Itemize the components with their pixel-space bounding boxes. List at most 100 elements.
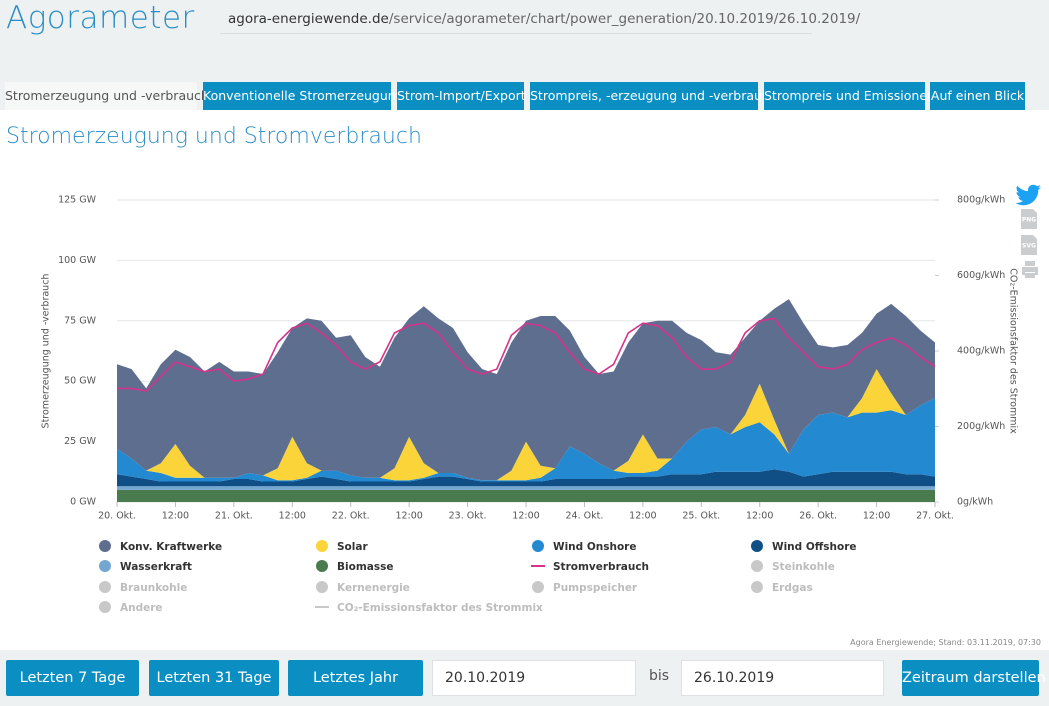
x-tick-label: 12:00 <box>746 511 773 522</box>
date-separator: bis <box>649 668 670 684</box>
legend-label: Stromverbrauch <box>553 561 649 573</box>
date-from-input[interactable]: 20.10.2019 <box>432 660 636 696</box>
print-icon[interactable] <box>1022 261 1038 278</box>
legend-symbol <box>99 601 111 613</box>
url-domain: agora-energiewende.de <box>228 11 389 27</box>
legend-item[interactable]: Wasserkraft <box>99 560 192 573</box>
legend-label: Braunkohle <box>120 582 187 594</box>
twitter-icon[interactable] <box>1015 184 1041 206</box>
legend-item[interactable]: Solar <box>316 540 368 553</box>
range-button[interactable]: Letzten 31 Tage <box>149 660 279 696</box>
legend-symbol <box>99 581 111 593</box>
legend-label: Wasserkraft <box>120 561 192 573</box>
legend-label: Andere <box>120 602 163 614</box>
legend-symbol <box>316 560 328 572</box>
legend-item[interactable]: Biomasse <box>316 560 393 573</box>
area-series <box>117 486 935 490</box>
y2-axis-title: CO₂-Emissionsfaktor des Strommix <box>1008 268 1019 434</box>
area-series <box>117 398 935 482</box>
credit: Agora Energiewende; Stand: 03.11.2019, 0… <box>850 638 1041 647</box>
y-tick-label: 125 GW <box>58 195 97 206</box>
y-tick-label: 25 GW <box>64 436 96 447</box>
legend-symbol <box>99 540 111 552</box>
legend-item[interactable]: Konv. Kraftwerke <box>99 540 222 553</box>
line-series <box>117 317 936 392</box>
legend-symbol <box>316 540 328 552</box>
x-tick-label: 25. Okt. <box>682 511 720 522</box>
legend-label: CO₂-Emissionsfaktor des Strommix <box>337 602 543 614</box>
svg-icon[interactable] <box>1021 235 1037 255</box>
x-tick-label: 12:00 <box>629 511 656 522</box>
x-tick-label: 27. Okt. <box>916 511 954 522</box>
tab[interactable]: Strompreis und Emissionen <box>764 82 935 110</box>
x-tick-label: 12:00 <box>395 511 422 522</box>
url-path: /service/agorameter/chart/power_generati… <box>388 11 861 27</box>
legend-item[interactable]: Stromverbrauch <box>531 561 649 573</box>
x-tick-label: 12:00 <box>279 511 306 522</box>
tab[interactable]: Stromerzeugung und -verbrauch <box>5 82 209 110</box>
legend-label: Wind Onshore <box>553 541 636 553</box>
legend-label: Erdgas <box>772 582 813 594</box>
y2-tick-label: 200g/kWh <box>957 421 1005 432</box>
legend-label: Solar <box>337 541 368 553</box>
url-bar[interactable]: agora-energiewende.de/service/agorameter… <box>220 8 860 34</box>
y-tick-label: 50 GW <box>64 376 96 387</box>
png-label: PNG <box>1022 217 1036 224</box>
legend-label: Kernenergie <box>337 582 410 594</box>
x-tick-label: 23. Okt. <box>449 511 487 522</box>
y2-tick-label: 600g/kWh <box>957 270 1005 281</box>
legend-item[interactable]: CO₂-Emissionsfaktor des Strommix <box>315 602 543 614</box>
range-button[interactable]: Letztes Jahr <box>288 660 423 696</box>
legend-item[interactable]: Andere <box>99 601 163 614</box>
legend-symbol <box>532 540 544 552</box>
y2-tick-label: 800g/kWh <box>957 195 1005 206</box>
legend-item[interactable]: Wind Onshore <box>532 540 636 553</box>
tab[interactable]: Konventionelle Stromerzeugung <box>203 82 404 110</box>
legend-symbol <box>532 581 544 593</box>
legend-item[interactable]: Kernenergie <box>316 581 410 594</box>
y-tick-label: 0 GW <box>70 497 96 508</box>
legend-symbol <box>751 560 763 572</box>
svg-label: SVG <box>1022 243 1036 250</box>
legend-symbol <box>751 540 763 552</box>
area-series <box>117 489 935 502</box>
submit-button[interactable]: Zeitraum darstellen <box>902 660 1046 696</box>
legend-symbol <box>99 560 111 572</box>
legend-item[interactable]: Steinkohle <box>751 560 835 573</box>
x-tick-label: 12:00 <box>863 511 890 522</box>
x-tick-label: 21. Okt. <box>215 511 253 522</box>
legend: Konv. Kraftwerke Solar Wind Onshore Wind Of… <box>99 540 857 614</box>
y2-tick-label: 0g/kWh <box>957 497 993 508</box>
x-tick-label: 22. Okt. <box>332 511 370 522</box>
png-icon[interactable] <box>1021 209 1037 229</box>
x-tick-label: 12:00 <box>512 511 539 522</box>
page-heading: Stromerzeugung und Stromverbrauch <box>6 124 422 149</box>
date-to-input[interactable]: 26.10.2019 <box>681 660 884 696</box>
tab[interactable]: Strom-Import/Export <box>397 82 526 110</box>
legend-label: Steinkohle <box>772 561 835 573</box>
legend-item[interactable]: Braunkohle <box>99 581 187 594</box>
area-series <box>117 369 935 481</box>
range-button[interactable]: Letzten 7 Tage <box>6 660 139 696</box>
area-series <box>117 469 935 487</box>
y-tick-label: 100 GW <box>58 255 97 266</box>
tab[interactable]: Strompreis, -erzeugung und -verbrauch <box>530 82 777 110</box>
y-tick-label: 75 GW <box>64 315 96 326</box>
legend-label: Konv. Kraftwerke <box>120 541 222 553</box>
legend-symbol <box>316 581 328 593</box>
x-tick-label: 26. Okt. <box>799 511 837 522</box>
x-tick-label: 24. Okt. <box>565 511 603 522</box>
legend-item[interactable]: Erdgas <box>751 581 813 594</box>
area-series <box>117 299 935 481</box>
logo[interactable]: Agorameter <box>6 0 195 36</box>
share-icons: PNG SVG <box>1015 184 1041 278</box>
legend-item[interactable]: Wind Offshore <box>751 540 857 553</box>
legend-label: Pumpspeicher <box>553 582 638 594</box>
y2-tick-label: 400g/kWh <box>957 346 1005 357</box>
legend-item[interactable]: Pumpspeicher <box>532 581 638 594</box>
legend-label: Biomasse <box>337 561 393 573</box>
tab[interactable]: Auf einen Blick <box>930 82 1025 110</box>
legend-symbol <box>751 581 763 593</box>
